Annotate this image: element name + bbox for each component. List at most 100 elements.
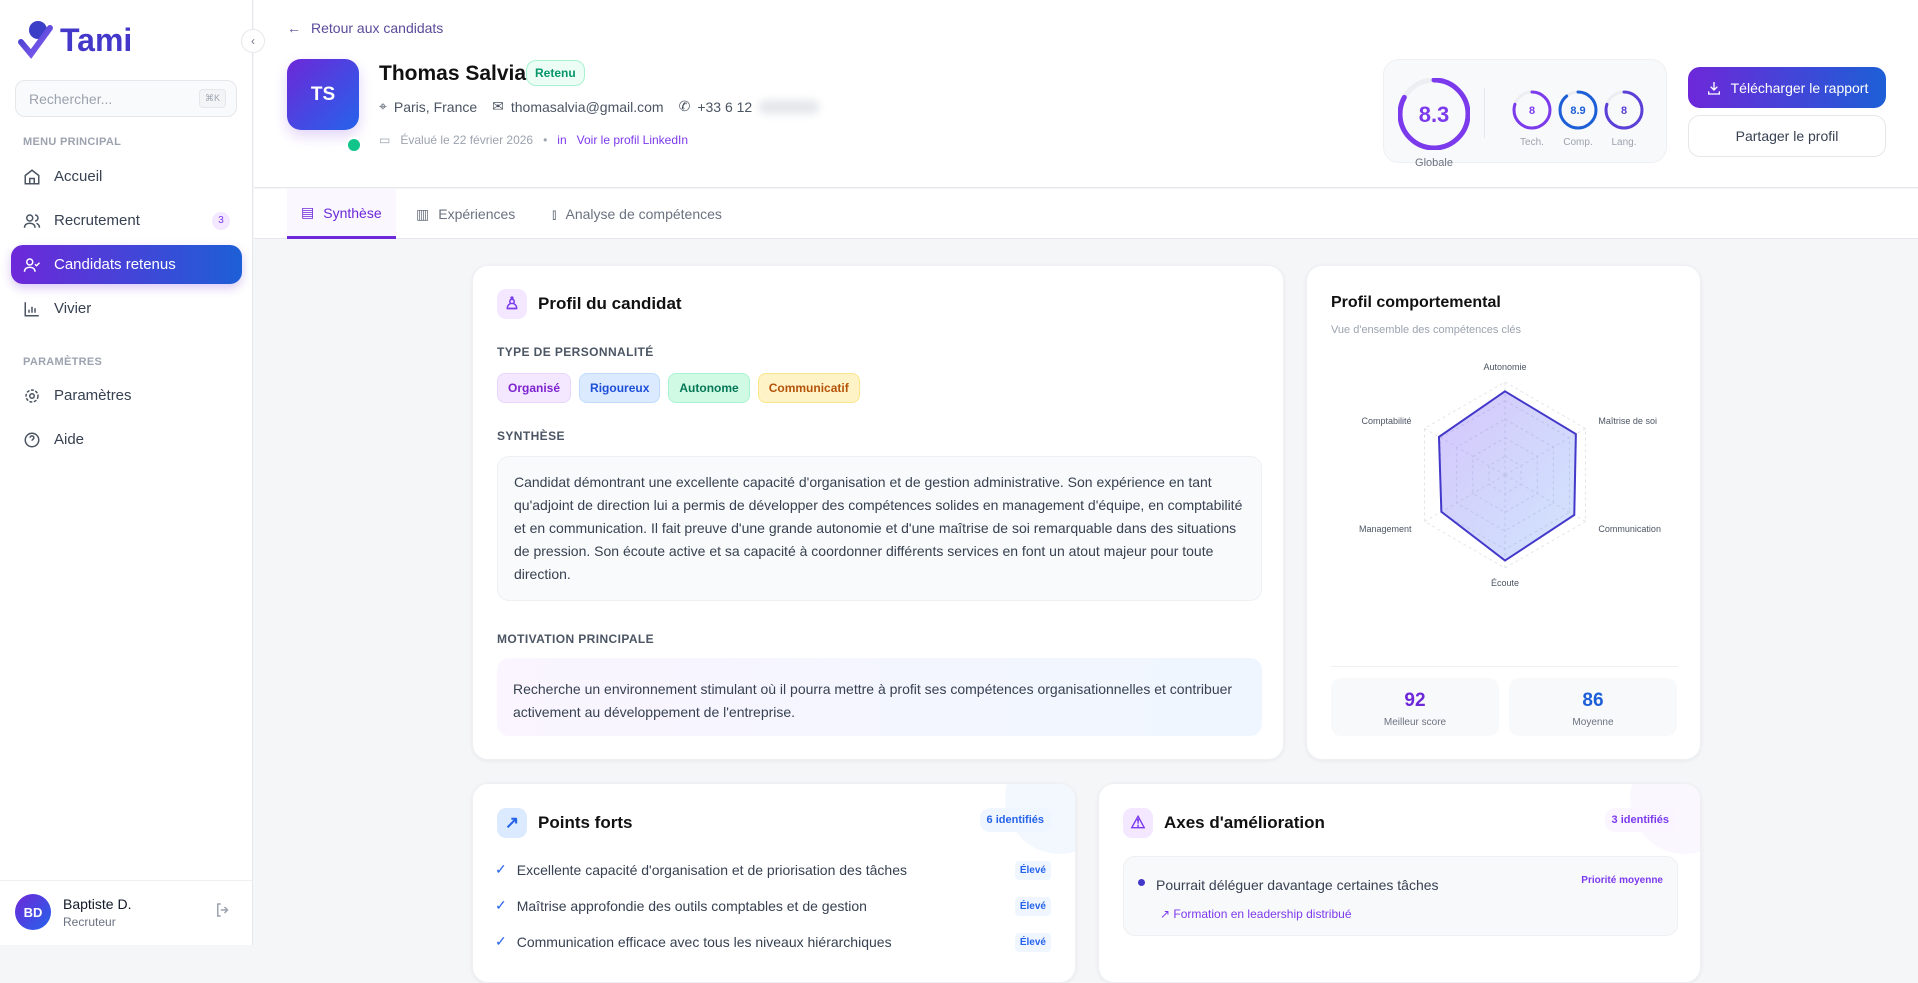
level-badge: Élevé bbox=[1014, 933, 1051, 952]
nav-label: Aide bbox=[54, 431, 85, 448]
score-ring-tech: 8 Tech. bbox=[1512, 90, 1552, 148]
action-link[interactable]: ↗ Formation en leadership distribué bbox=[1160, 907, 1352, 921]
share-profile-button[interactable]: Partager le profil bbox=[1688, 115, 1886, 157]
score-value: 8 bbox=[1529, 105, 1535, 117]
candidate-avatar: TS bbox=[287, 59, 359, 130]
score-value: 8.3 bbox=[1419, 102, 1450, 127]
radar-axis-label: Communication bbox=[1598, 524, 1661, 534]
collapse-sidebar-button[interactable]: ‹ bbox=[241, 29, 265, 53]
score-ring-global: 8.3 Globale bbox=[1397, 77, 1471, 169]
home-icon bbox=[24, 168, 40, 184]
section-label-settings: PARAMÈTRES bbox=[23, 356, 103, 368]
download-report-button[interactable]: Télécharger le rapport bbox=[1688, 67, 1886, 108]
back-link[interactable]: ← Retour aux candidats bbox=[287, 20, 443, 36]
radar-series bbox=[1437, 390, 1577, 562]
bar-chart-icon: ⫾ bbox=[552, 205, 557, 222]
tab-experiences[interactable]: ▥ Expériences bbox=[402, 189, 529, 239]
priority-badge: Priorité moyenne bbox=[1581, 875, 1663, 886]
score-value: 8 bbox=[1621, 105, 1627, 117]
arrow-up-right-icon: ↗ bbox=[1160, 907, 1174, 921]
sidebar-item-candidats-retenus[interactable]: Candidats retenus bbox=[11, 245, 242, 284]
divider bbox=[1331, 666, 1678, 667]
phone-icon: ✆ bbox=[678, 98, 691, 114]
item-text: Communication efficace avec tous les niv… bbox=[516, 933, 892, 950]
evaluation-date: Évalué le 22 février 2026 bbox=[400, 133, 534, 147]
item-text: Maîtrise approfondie des outils comptabl… bbox=[516, 897, 867, 914]
sidebar-item-accueil[interactable]: Accueil bbox=[11, 157, 242, 196]
briefcase-icon: ▥ bbox=[416, 205, 430, 222]
download-icon bbox=[1707, 81, 1720, 95]
sidebar-item-aide[interactable]: Aide bbox=[11, 420, 242, 459]
check-circle-icon: ✓ bbox=[495, 861, 507, 877]
user-icon: ♙ bbox=[497, 289, 527, 319]
trait-chip: Communicatif bbox=[757, 373, 860, 403]
nav-label: Vivier bbox=[54, 300, 92, 317]
logo[interactable]: Tami bbox=[18, 20, 132, 60]
trending-up-icon: ↗ bbox=[497, 808, 527, 838]
contact-info: ⌖ Paris, France ✉ thomasalvia@gmail.com ✆ +… bbox=[379, 98, 820, 115]
score-ring-lang: 8 Lang. bbox=[1604, 90, 1644, 148]
profile-card: ♙ Profil du candidat TYPE DE PERSONNALIT… bbox=[472, 265, 1284, 760]
count-badge: 3 identifiés bbox=[1604, 808, 1676, 832]
candidate-header: ← Retour aux candidats TS Thomas Salvia R… bbox=[254, 0, 1918, 188]
best-score-stat: 92 Meilleur score bbox=[1331, 678, 1499, 736]
list-item: ✓ Excellente capacité d'organisation et d… bbox=[495, 861, 1055, 878]
sidebar-item-vivier[interactable]: Vivier bbox=[11, 289, 242, 328]
tab-label: Expériences bbox=[438, 206, 516, 222]
sidebar-item-recrutement[interactable]: Recrutement 3 bbox=[11, 201, 242, 240]
ring-graphic: 8 bbox=[1604, 90, 1644, 130]
score-panel: 8.3 Globale 8 Tech. 8.9 Comp. 8 Lang. bbox=[1383, 59, 1667, 169]
logout-icon[interactable] bbox=[214, 901, 232, 919]
best-score-value: 92 bbox=[1404, 690, 1426, 711]
radar-axis-label: Comptabilité bbox=[1362, 416, 1412, 426]
users-icon bbox=[23, 213, 41, 228]
tab-synthese[interactable]: ▤ Synthèse bbox=[287, 189, 396, 239]
tab-analyse-competences[interactable]: ⫾ Analyse de compétences bbox=[538, 189, 736, 239]
average-stat: 86 Moyenne bbox=[1509, 678, 1677, 736]
phone-redacted bbox=[759, 99, 820, 114]
app-name: Tami bbox=[60, 21, 133, 58]
email[interactable]: thomasalvia@gmail.com bbox=[510, 98, 664, 115]
nav-label: Paramètres bbox=[54, 387, 132, 404]
linkedin-icon: in bbox=[557, 133, 567, 147]
list-item: ✓ Maîtrise approfondie des outils comptab… bbox=[495, 897, 1055, 914]
back-label: Retour aux candidats bbox=[311, 20, 444, 36]
list-item: ✓ Communication efficace avec tous les ni… bbox=[495, 933, 1055, 950]
synthesis-text: Candidat démontrant une excellente capac… bbox=[497, 456, 1262, 601]
title-text: Points forts bbox=[538, 813, 633, 832]
shortcut-hint: ⌘K bbox=[198, 89, 226, 108]
sidebar-item-parametres[interactable]: Paramètres bbox=[11, 376, 242, 415]
tab-label: Analyse de compétences bbox=[565, 206, 722, 222]
sidebar: Tami ‹ Rechercher... ⌘K MENU PRINCIPAL A… bbox=[0, 0, 265, 945]
location: Paris, France bbox=[393, 98, 478, 115]
calendar-icon: ▭ bbox=[379, 133, 391, 147]
behavior-card: Profil comportemental Vue d'ensemble des… bbox=[1306, 265, 1701, 760]
level-badge: Élevé bbox=[1014, 861, 1051, 880]
divider bbox=[1484, 88, 1485, 138]
personality-label: TYPE DE PERSONNALITÉ bbox=[497, 345, 654, 359]
user-panel: BD Baptiste D. Recruteur bbox=[0, 880, 253, 945]
best-score-label: Meilleur score bbox=[1383, 717, 1447, 728]
ring-graphic: 8.3 bbox=[1397, 77, 1471, 151]
item-text: Pourrait déléguer davantage certaines tâ… bbox=[1156, 877, 1439, 893]
score-value: 8.9 bbox=[1570, 105, 1585, 117]
gear-icon bbox=[25, 388, 39, 403]
search-input[interactable]: Rechercher... ⌘K bbox=[15, 80, 237, 117]
document-icon: ▤ bbox=[301, 204, 315, 220]
motivation-text: Recherche un environnement stimulant où … bbox=[497, 658, 1262, 736]
trait-chip: Rigoureux bbox=[579, 373, 661, 403]
ring-progress bbox=[1512, 90, 1552, 130]
average-label: Moyenne bbox=[1572, 717, 1614, 728]
tab-label: Synthèse bbox=[323, 204, 382, 221]
nav-label: Recrutement bbox=[54, 212, 140, 229]
nav-label: Candidats retenus bbox=[54, 256, 176, 273]
linkedin-link[interactable]: Voir le profil LinkedIn bbox=[576, 133, 689, 147]
behavior-subtitle: Vue d'ensemble des compétences clés bbox=[1331, 324, 1522, 336]
radar-axis-label: Autonomie bbox=[1483, 362, 1526, 372]
synthesis-label: SYNTHÈSE bbox=[497, 429, 565, 443]
behavior-title: Profil comportemental bbox=[1331, 294, 1501, 311]
title-text: Profil du candidat bbox=[538, 294, 682, 313]
improvements-card: ⚠ Axes d'amélioration 3 identifiés Pourr… bbox=[1098, 783, 1701, 983]
item-text: Excellente capacité d'organisation et de… bbox=[516, 861, 907, 878]
bullet bbox=[1138, 879, 1145, 886]
